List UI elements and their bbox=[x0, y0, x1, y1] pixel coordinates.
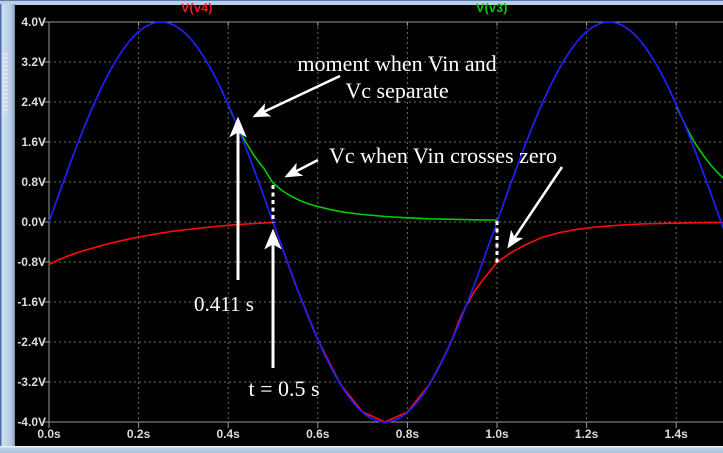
border-grip-texture bbox=[2, 52, 8, 114]
grid-lines bbox=[42, 21, 723, 428]
x-axis-label: 1.0s bbox=[485, 427, 509, 441]
x-axis-label: 0.8s bbox=[395, 427, 420, 441]
trace-v3-green bbox=[229, 110, 498, 221]
y-axis-label: -4.0V bbox=[17, 415, 46, 429]
y-axis-label: -0.8V bbox=[17, 255, 46, 269]
x-axis-label: 1.2s bbox=[574, 427, 599, 441]
annotation-time-0411: 0.411 s bbox=[194, 292, 254, 316]
annotation-separation: moment when Vin and Vc separate bbox=[297, 50, 496, 104]
y-axis-label: 0.0V bbox=[21, 215, 46, 229]
dashed-measure-lines bbox=[271, 185, 499, 263]
annotation-vc-cross: Vc when Vin crosses zero bbox=[329, 143, 557, 168]
x-axis-label: 0.6s bbox=[306, 427, 330, 441]
annotation-arrow bbox=[507, 166, 564, 249]
y-axis-label: -3.2V bbox=[17, 375, 46, 389]
annotation-arrows bbox=[229, 74, 564, 368]
y-axis-label: 1.6V bbox=[21, 135, 46, 149]
x-axis-label: 1.4s bbox=[664, 427, 688, 441]
y-axis-label: 4.0V bbox=[21, 15, 46, 29]
window-border-left bbox=[0, 4, 15, 446]
annotation-separation-line2: Vc separate bbox=[345, 78, 449, 103]
y-axis-label: 2.4V bbox=[21, 95, 46, 109]
trace-label-v3[interactable]: V(v3) bbox=[476, 1, 508, 15]
trace-curves bbox=[48, 21, 723, 423]
trace-vin-blue bbox=[48, 21, 723, 423]
y-axis-label: -2.4V bbox=[17, 335, 46, 349]
x-axis-label: 0.2s bbox=[126, 427, 151, 441]
y-axis-label: 0.8V bbox=[21, 175, 46, 189]
x-axis-label: 0.0s bbox=[37, 427, 61, 441]
annotation-arrow bbox=[252, 74, 341, 118]
plot-background bbox=[15, 4, 723, 446]
annotation-time-05: t = 0.5 s bbox=[248, 376, 320, 401]
y-axis-label: -1.6V bbox=[17, 295, 46, 309]
window-border-bottom bbox=[0, 446, 723, 453]
trace-label-v4[interactable]: V(v4) bbox=[181, 1, 213, 15]
annotation-arrow bbox=[284, 158, 319, 178]
x-axis-label: 0.4s bbox=[216, 427, 240, 441]
y-axis-label: 3.2V bbox=[21, 55, 46, 69]
annotation-separation-line1: moment when Vin and bbox=[297, 51, 497, 76]
window-border-top bbox=[0, 0, 723, 5]
trace-v4-red bbox=[48, 221, 723, 423]
